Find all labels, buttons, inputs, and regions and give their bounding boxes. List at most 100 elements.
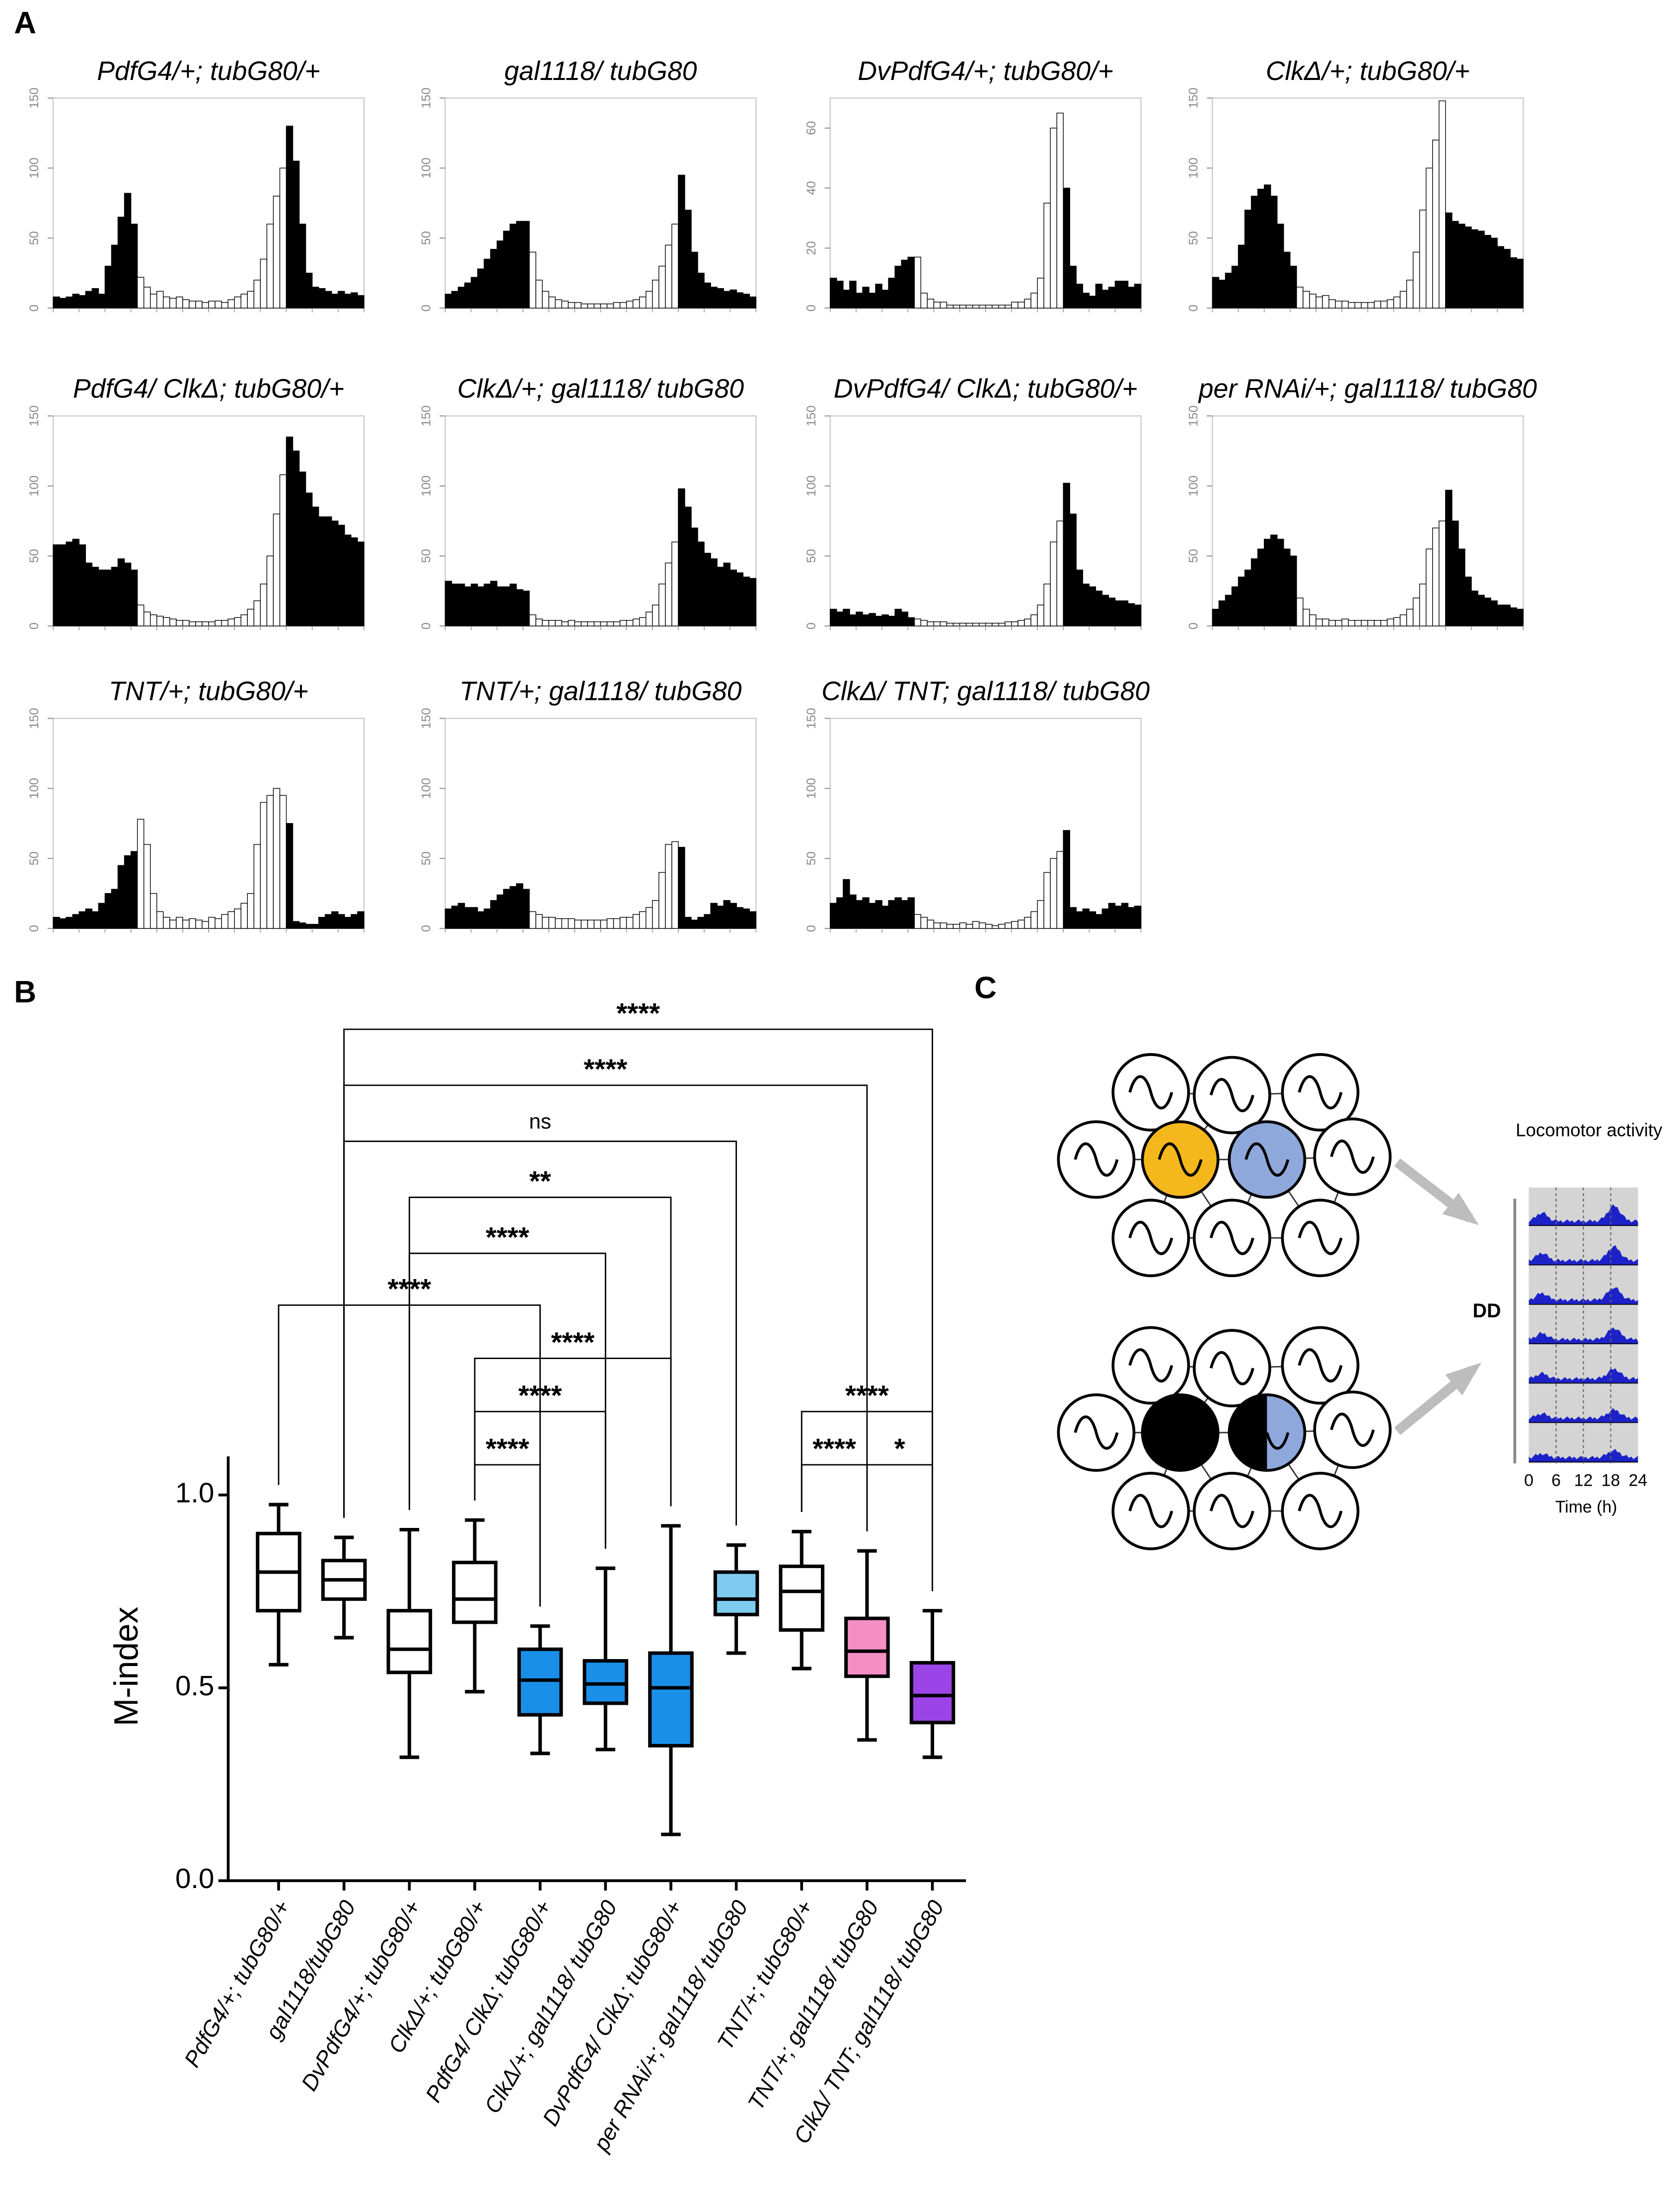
y-tick-label: 50: [27, 549, 41, 563]
bar: [1212, 277, 1220, 308]
bar: [1108, 903, 1116, 929]
bar: [965, 923, 973, 929]
bar: [535, 280, 543, 308]
x-tick-label: DvPdfG4/+; tubG80/+: [296, 1896, 426, 2095]
bar: [914, 618, 922, 626]
bar: [1095, 591, 1103, 626]
bar: [1374, 620, 1382, 626]
significance-label: ****: [616, 997, 660, 1029]
bar: [169, 298, 177, 308]
bar: [72, 538, 79, 626]
bar: [318, 288, 326, 308]
bar: [451, 906, 459, 929]
bar: [965, 304, 973, 308]
bar: [325, 516, 332, 626]
bar: [156, 291, 164, 308]
bar: [240, 903, 248, 929]
bar: [1510, 257, 1517, 308]
bar: [875, 900, 882, 929]
bar: [665, 562, 672, 626]
bar: [652, 280, 659, 308]
bar: [325, 291, 332, 308]
bar: [717, 288, 724, 308]
bar: [593, 303, 601, 308]
chart-title: DvPdfG4/+; tubG80/+: [858, 57, 1113, 86]
y-tick-label: 0: [27, 622, 41, 629]
bar: [1296, 287, 1304, 308]
bar: [150, 893, 157, 929]
bar: [484, 908, 491, 929]
bar: [1361, 302, 1369, 308]
bar: [856, 900, 863, 929]
bar: [234, 297, 241, 308]
bar: [124, 562, 132, 626]
x-tick-label: 24: [1629, 1471, 1648, 1490]
bar: [542, 916, 549, 929]
significance-label: ****: [812, 1433, 856, 1464]
x-tick-label: 18: [1602, 1471, 1620, 1490]
bar: [91, 911, 99, 929]
bar: [59, 918, 67, 929]
bar: [53, 916, 60, 929]
bar: [529, 614, 536, 626]
oscillation: [1128, 1494, 1173, 1528]
bar: [561, 301, 569, 308]
significance-label: ****: [584, 1054, 627, 1085]
bar: [1328, 299, 1336, 308]
bar: [869, 613, 876, 626]
bar: [176, 916, 183, 929]
bar: [1030, 293, 1038, 308]
bar: [351, 292, 358, 308]
bar: [665, 844, 672, 929]
bar: [1050, 858, 1057, 929]
bar: [253, 280, 261, 308]
bar: [593, 621, 601, 626]
x-tick-label: 12: [1574, 1471, 1593, 1490]
y-tick-label: 0: [804, 304, 818, 311]
bar: [490, 581, 498, 626]
bar: [1082, 293, 1090, 308]
y-tick-label: 40: [804, 181, 818, 195]
bar: [1095, 284, 1103, 308]
significance-label: *: [894, 1433, 905, 1464]
x-tick-label: PdfG4/+; tubG80/+: [179, 1896, 295, 2071]
chart-title: DvPdfG4/ ClkΔ; tubG80/+: [834, 375, 1138, 404]
bar: [1399, 291, 1407, 308]
panel-label: C: [974, 971, 997, 1005]
bar: [691, 919, 698, 929]
x-tick-label: PdfG4/ ClkΔ; tubG80/+: [420, 1896, 556, 2107]
bar: [920, 620, 928, 626]
bar: [914, 914, 922, 929]
bar: [227, 911, 235, 929]
bar: [1341, 301, 1349, 308]
bar: [279, 474, 287, 626]
bar: [639, 911, 647, 929]
bar: [150, 294, 157, 308]
bar: [1056, 851, 1064, 929]
plot-frame: [53, 718, 365, 929]
bar: [978, 622, 986, 626]
significance-label: ****: [486, 1221, 529, 1253]
bar: [338, 914, 345, 929]
bar: [1445, 212, 1453, 308]
bar: [561, 621, 569, 626]
bar: [202, 621, 209, 626]
y-tick-label: 150: [27, 405, 41, 426]
bar: [503, 586, 511, 626]
bar: [1270, 534, 1278, 626]
bar: [111, 889, 119, 929]
bar: [555, 299, 562, 308]
bar: [522, 591, 530, 626]
bar: [53, 297, 60, 308]
bar: [1005, 922, 1012, 929]
bar: [1477, 595, 1485, 626]
bar: [1108, 598, 1116, 626]
bar: [1445, 490, 1453, 626]
bar: [1231, 265, 1239, 308]
box: [517, 1647, 563, 1717]
bar: [221, 914, 228, 929]
bar: [163, 916, 170, 929]
bar: [1406, 608, 1414, 626]
bar: [894, 608, 902, 626]
bar: [710, 287, 718, 308]
